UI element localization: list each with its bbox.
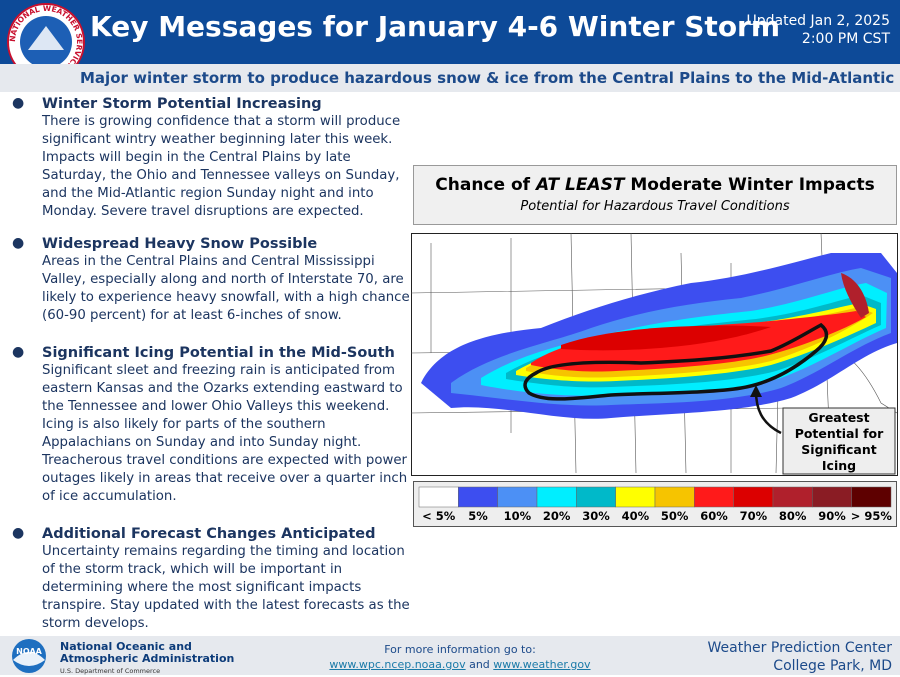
- legend: < 5% 5% 10% 20% 30% 40% 50% 60% 70% 80% 90% > 95%: [413, 481, 897, 527]
- callout-box: [782, 407, 896, 475]
- map-title: Chance of AT LEAST Moderate Winter Impac…: [414, 175, 896, 195]
- legend-swatch: [772, 486, 813, 508]
- map: Greatest Potential for Significant Icing: [411, 233, 898, 476]
- center: Weather Prediction Center College Park, …: [707, 639, 892, 675]
- impact-80: [841, 273, 869, 318]
- legend-swatch: [733, 486, 774, 508]
- bullet-dot: ●: [12, 95, 25, 111]
- bullet-heading: Significant Icing Potential in the Mid-S…: [42, 345, 395, 361]
- updated-date: Updated Jan 2, 2025: [746, 13, 890, 29]
- bullet-text: Significant sleet and freezing rain is a…: [42, 363, 408, 504]
- legend-swatch: [694, 486, 734, 508]
- map-title-box: Chance of AT LEAST Moderate Winter Impac…: [413, 165, 897, 225]
- noaa-logo-text: NOAA: [16, 647, 42, 656]
- legend-swatch: [458, 486, 498, 508]
- legend-label: 90%: [818, 509, 846, 523]
- agency-line: National Oceanic and: [60, 640, 192, 653]
- map-title-part: Moderate Winter Impacts: [624, 175, 875, 195]
- legend-label: 60%: [700, 509, 728, 523]
- subtitle: Major winter storm to produce hazardous …: [80, 69, 895, 87]
- agency: National Oceanic and Atmospheric Adminis…: [60, 641, 234, 677]
- legend-label: 40%: [622, 509, 650, 523]
- center-location: College Park, MD: [773, 658, 892, 674]
- legend-label: 70%: [740, 509, 768, 523]
- noaa-logo: NOAA: [12, 639, 46, 673]
- legend-label: 5%: [468, 509, 488, 523]
- header-bar: [0, 0, 900, 64]
- bullet: ● Significant Icing Potential in the Mid-…: [12, 344, 412, 506]
- bullet: ● Winter Storm Potential Increasing There …: [12, 95, 412, 221]
- map-title-part: Chance of: [435, 175, 536, 195]
- legend-swatch: [497, 486, 538, 508]
- footer: [0, 636, 900, 675]
- bullet-heading: Additional Forecast Changes Anticipated: [42, 526, 376, 542]
- bullet-heading: Widespread Heavy Snow Possible: [42, 236, 318, 252]
- bullet: ● Widespread Heavy Snow Possible Areas in …: [12, 235, 412, 325]
- subtitle-bar: [0, 64, 900, 92]
- icing-contour: [523, 322, 829, 401]
- bullet-dot: ●: [12, 344, 25, 360]
- legend-swatch: [536, 486, 577, 508]
- title: Key Messages for January 4-6 Winter Stor…: [90, 10, 781, 43]
- info-label: For more information go to:: [384, 643, 536, 656]
- legend-label: > 95%: [851, 509, 893, 523]
- legend-label: < 5%: [422, 509, 456, 523]
- legend-swatch: [851, 486, 892, 508]
- link[interactable]: www.wpc.ncep.noaa.gov: [329, 658, 466, 671]
- link-joiner: and: [469, 658, 490, 671]
- updated-time: 2:00 PM CST: [801, 31, 890, 47]
- bullet-text: There is growing confidence that a storm…: [42, 114, 401, 219]
- map-subtitle: Potential for Hazardous Travel Condition…: [520, 199, 790, 214]
- nws-logo: NATIONAL WEATHER SERVICE: [7, 3, 85, 81]
- center-name: Weather Prediction Center: [707, 640, 892, 656]
- legend-swatch: [576, 486, 616, 508]
- callout-text: Greatest Potential for Significant Icing: [794, 410, 884, 473]
- bullet: ● Additional Forecast Changes Anticipated…: [12, 525, 412, 633]
- agency-line: Atmospheric Administration: [60, 652, 235, 665]
- link[interactable]: www.weather.gov: [493, 658, 591, 671]
- legend-swatch: [418, 486, 459, 508]
- bullet-dot: ●: [12, 235, 25, 251]
- department: U.S. Department of Commerce: [60, 667, 161, 675]
- legend-label: 10%: [504, 509, 532, 523]
- legend-label: 50%: [661, 509, 689, 523]
- legend-label: 20%: [543, 509, 571, 523]
- legend-swatch: [654, 486, 695, 508]
- legend-label: 80%: [779, 509, 807, 523]
- legend-swatch: [615, 486, 656, 508]
- bullet-text: Areas in the Central Plains and Central …: [42, 254, 410, 323]
- legend-label: 30%: [582, 509, 610, 523]
- bullet-text: Uncertainty remains regarding the timing…: [42, 544, 410, 631]
- bullet-dot: ●: [12, 525, 25, 541]
- bullet-heading: Winter Storm Potential Increasing: [42, 96, 322, 112]
- impact-70: [561, 325, 771, 351]
- arrow-head: [750, 385, 762, 397]
- map-title-emphasis: AT LEAST: [535, 175, 625, 195]
- updated: Updated Jan 2, 2025 2:00 PM CST: [746, 12, 890, 48]
- info: For more information go to: www.wpc.ncep…: [300, 642, 620, 672]
- legend-swatch: [812, 486, 852, 508]
- callout-holder: Greatest Potential for Significant Icing: [794, 410, 884, 473]
